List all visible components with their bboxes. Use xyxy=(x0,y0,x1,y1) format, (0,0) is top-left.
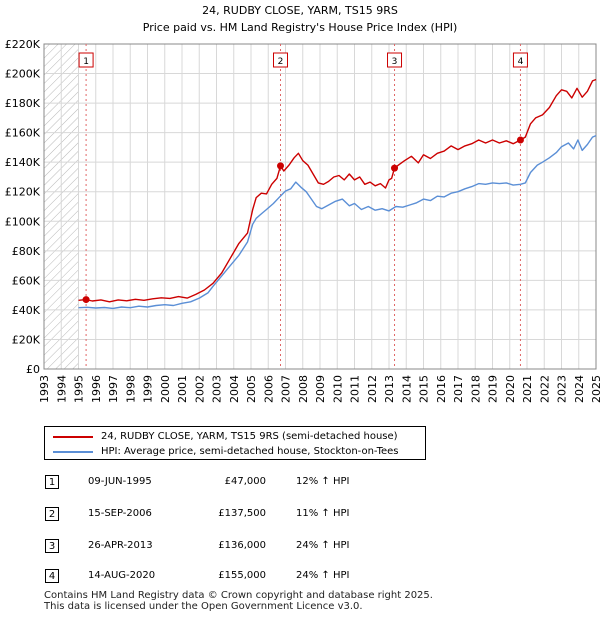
footer-attribution: Contains HM Land Registry data © Crown c… xyxy=(44,590,433,612)
plot-frame xyxy=(43,43,597,370)
y-tick-label: £120K xyxy=(5,186,41,199)
chart-legend: 24, RUDBY CLOSE, YARM, TS15 9RS (semi-de… xyxy=(44,426,426,460)
x-tick-label: 2002 xyxy=(193,375,206,403)
x-tick-label: 2018 xyxy=(469,375,482,403)
sale-marker-badge: 3 xyxy=(45,539,59,553)
sale-point xyxy=(82,296,90,304)
y-tick-label: £60K xyxy=(12,274,41,287)
footer-line-1: Contains HM Land Registry data © Crown c… xyxy=(44,590,433,601)
y-tick-label: £200K xyxy=(5,68,41,81)
x-tick-label: 2025 xyxy=(590,375,600,403)
sale-price: £155,000 xyxy=(218,570,266,581)
x-tick-label: 2006 xyxy=(262,375,275,403)
x-tick-label: 2010 xyxy=(331,375,344,403)
legend-label-hpi: HPI: Average price, semi-detached house,… xyxy=(101,446,399,457)
x-tick-label: 2008 xyxy=(297,375,310,403)
sale-marker-badge: 1 xyxy=(45,475,59,489)
sale-hpi-change: 12% ↑ HPI xyxy=(296,476,350,487)
chart-title: 24, RUDBY CLOSE, YARM, TS15 9RS xyxy=(202,4,398,17)
x-tick-label: 2015 xyxy=(418,375,431,403)
x-tick-label: 2021 xyxy=(521,375,534,403)
x-tick-label: 2013 xyxy=(383,375,396,403)
x-tick-label: 2019 xyxy=(487,375,500,403)
price-chart: 24, RUDBY CLOSE, YARM, TS15 9RS Price pa… xyxy=(5,4,600,403)
sale-price: £47,000 xyxy=(224,476,266,487)
sale-marker-box xyxy=(272,52,288,68)
x-tick-label: 2017 xyxy=(452,375,465,403)
hpi-line xyxy=(78,134,597,310)
sale-date: 09-JUN-1995 xyxy=(88,476,152,487)
x-tick-label: 1996 xyxy=(90,375,103,403)
table-row: 4 14-AUG-2020 £155,000 24% ↑ HPI xyxy=(0,568,600,588)
y-tick-label: £40K xyxy=(12,304,41,317)
x-tick-label: 2001 xyxy=(176,375,189,403)
x-tick-label: 2007 xyxy=(280,375,293,403)
sale-marker-box xyxy=(387,52,403,68)
x-tick-label: 1998 xyxy=(124,375,137,403)
x-tick-label: 1993 xyxy=(38,375,51,403)
table-row: 3 26-APR-2013 £136,000 24% ↑ HPI xyxy=(0,538,600,558)
sale-date: 26-APR-2013 xyxy=(88,540,153,551)
sale-marker-badge: 4 xyxy=(45,569,59,583)
sale-marker-box xyxy=(512,52,528,68)
chart-subtitle: Price paid vs. HM Land Registry's House … xyxy=(143,21,458,34)
sale-marker-box xyxy=(78,52,94,68)
x-tick-label: 1999 xyxy=(142,375,155,403)
sale-date: 15-SEP-2006 xyxy=(88,508,152,519)
legend-label-property: 24, RUDBY CLOSE, YARM, TS15 9RS (semi-de… xyxy=(101,431,398,442)
legend-swatch-property xyxy=(53,436,93,438)
sale-hpi-change: 11% ↑ HPI xyxy=(296,508,350,519)
x-tick-label: 2011 xyxy=(349,375,362,403)
x-tick-label: 2004 xyxy=(228,375,241,403)
sale-price: £136,000 xyxy=(218,540,266,551)
table-row: 1 09-JUN-1995 £47,000 12% ↑ HPI xyxy=(0,474,600,494)
sale-marker-label: 2 xyxy=(278,57,284,67)
sale-hpi-change: 24% ↑ HPI xyxy=(296,540,350,551)
x-tick-label: 2009 xyxy=(314,375,327,403)
sale-date: 14-AUG-2020 xyxy=(88,570,156,581)
footer-line-2: This data is licensed under the Open Gov… xyxy=(44,601,363,612)
x-tick-label: 2014 xyxy=(400,375,413,403)
y-tick-label: £20K xyxy=(12,333,41,346)
x-tick-label: 2005 xyxy=(245,375,258,403)
y-tick-label: £160K xyxy=(5,127,41,140)
y-tick-label: £180K xyxy=(5,97,41,110)
y-tick-label: £100K xyxy=(5,215,41,228)
sale-point xyxy=(516,136,524,144)
table-row: 2 15-SEP-2006 £137,500 11% ↑ HPI xyxy=(0,506,600,526)
x-tick-label: 1995 xyxy=(73,375,86,403)
sale-price: £137,500 xyxy=(218,508,266,519)
sale-marker-label: 3 xyxy=(392,57,398,67)
sales-table: 1 09-JUN-1995 £47,000 12% ↑ HPI 2 15-SEP… xyxy=(0,470,600,590)
y-tick-label: £220K xyxy=(5,38,41,51)
x-tick-label: 2016 xyxy=(435,375,448,403)
sale-hpi-change: 24% ↑ HPI xyxy=(296,570,350,581)
y-tick-label: £0 xyxy=(26,363,40,376)
y-tick-label: £80K xyxy=(12,245,41,258)
y-tick-label: £140K xyxy=(5,156,41,169)
sale-point xyxy=(391,164,399,172)
x-tick-label: 1994 xyxy=(55,375,68,403)
x-tick-label: 2023 xyxy=(556,375,569,403)
x-tick-label: 2024 xyxy=(573,375,586,403)
x-tick-label: 2020 xyxy=(504,375,517,403)
sale-marker-label: 1 xyxy=(83,57,89,67)
x-tick-label: 2012 xyxy=(366,375,379,403)
x-tick-label: 2022 xyxy=(538,375,551,403)
x-tick-label: 2000 xyxy=(159,375,172,403)
sale-point xyxy=(276,162,284,170)
x-tick-label: 1997 xyxy=(107,375,120,403)
legend-swatch-hpi xyxy=(53,451,93,453)
sale-marker-badge: 2 xyxy=(45,507,59,521)
sale-marker-label: 4 xyxy=(518,57,524,67)
x-tick-label: 2003 xyxy=(211,375,224,403)
